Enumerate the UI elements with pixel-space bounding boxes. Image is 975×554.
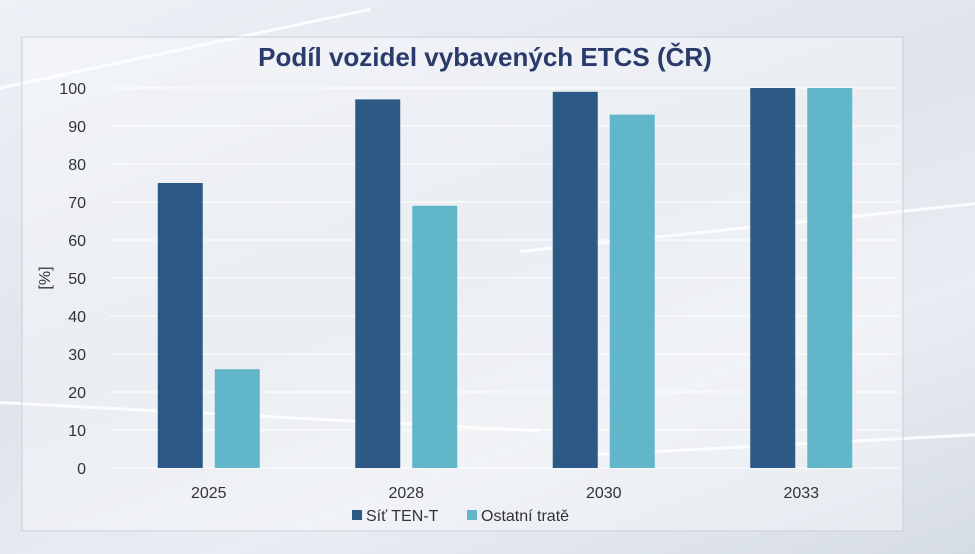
bar-ostatni-2028 [412, 205, 458, 469]
y-tick-label: 20 [68, 385, 86, 402]
chart-title: Podíl vozidel vybavených ETCS (ČR) [258, 42, 712, 72]
y-axis-ticks: 0 10 20 30 40 50 60 70 80 90 100 [59, 81, 86, 478]
x-tick-label: 2033 [783, 485, 819, 502]
y-axis-label: [%] [37, 266, 54, 289]
y-tick-label: 40 [68, 309, 86, 326]
bar-ten-t-2030 [552, 91, 598, 469]
legend-swatch [352, 510, 362, 520]
legend-label: Ostatní tratě [481, 508, 569, 525]
legend-label: Síť TEN-T [366, 508, 439, 525]
y-tick-label: 10 [68, 423, 86, 440]
y-tick-label: 60 [68, 233, 86, 250]
x-tick-label: 2028 [388, 485, 424, 502]
y-tick-label: 100 [59, 81, 86, 98]
y-tick-label: 70 [68, 195, 86, 212]
legend: Síť TEN-T Ostatní tratě [352, 508, 569, 525]
y-tick-label: 90 [68, 119, 86, 136]
bar-ten-t-2025 [157, 183, 203, 468]
legend-swatch [467, 510, 477, 520]
y-tick-label: 50 [68, 271, 86, 288]
y-tick-label: 0 [77, 461, 86, 478]
x-tick-label: 2025 [191, 485, 227, 502]
bar-ostatni-2030 [609, 114, 655, 468]
bars [157, 88, 853, 469]
x-axis-ticks: 2025 2028 2030 2033 [191, 485, 819, 502]
bar-ten-t-2028 [355, 99, 401, 469]
bar-ostatni-2025 [214, 369, 260, 468]
y-tick-label: 80 [68, 157, 86, 174]
y-tick-label: 30 [68, 347, 86, 364]
bar-ten-t-2033 [750, 88, 796, 468]
x-tick-label: 2030 [586, 485, 622, 502]
bar-ostatni-2033 [807, 88, 853, 468]
